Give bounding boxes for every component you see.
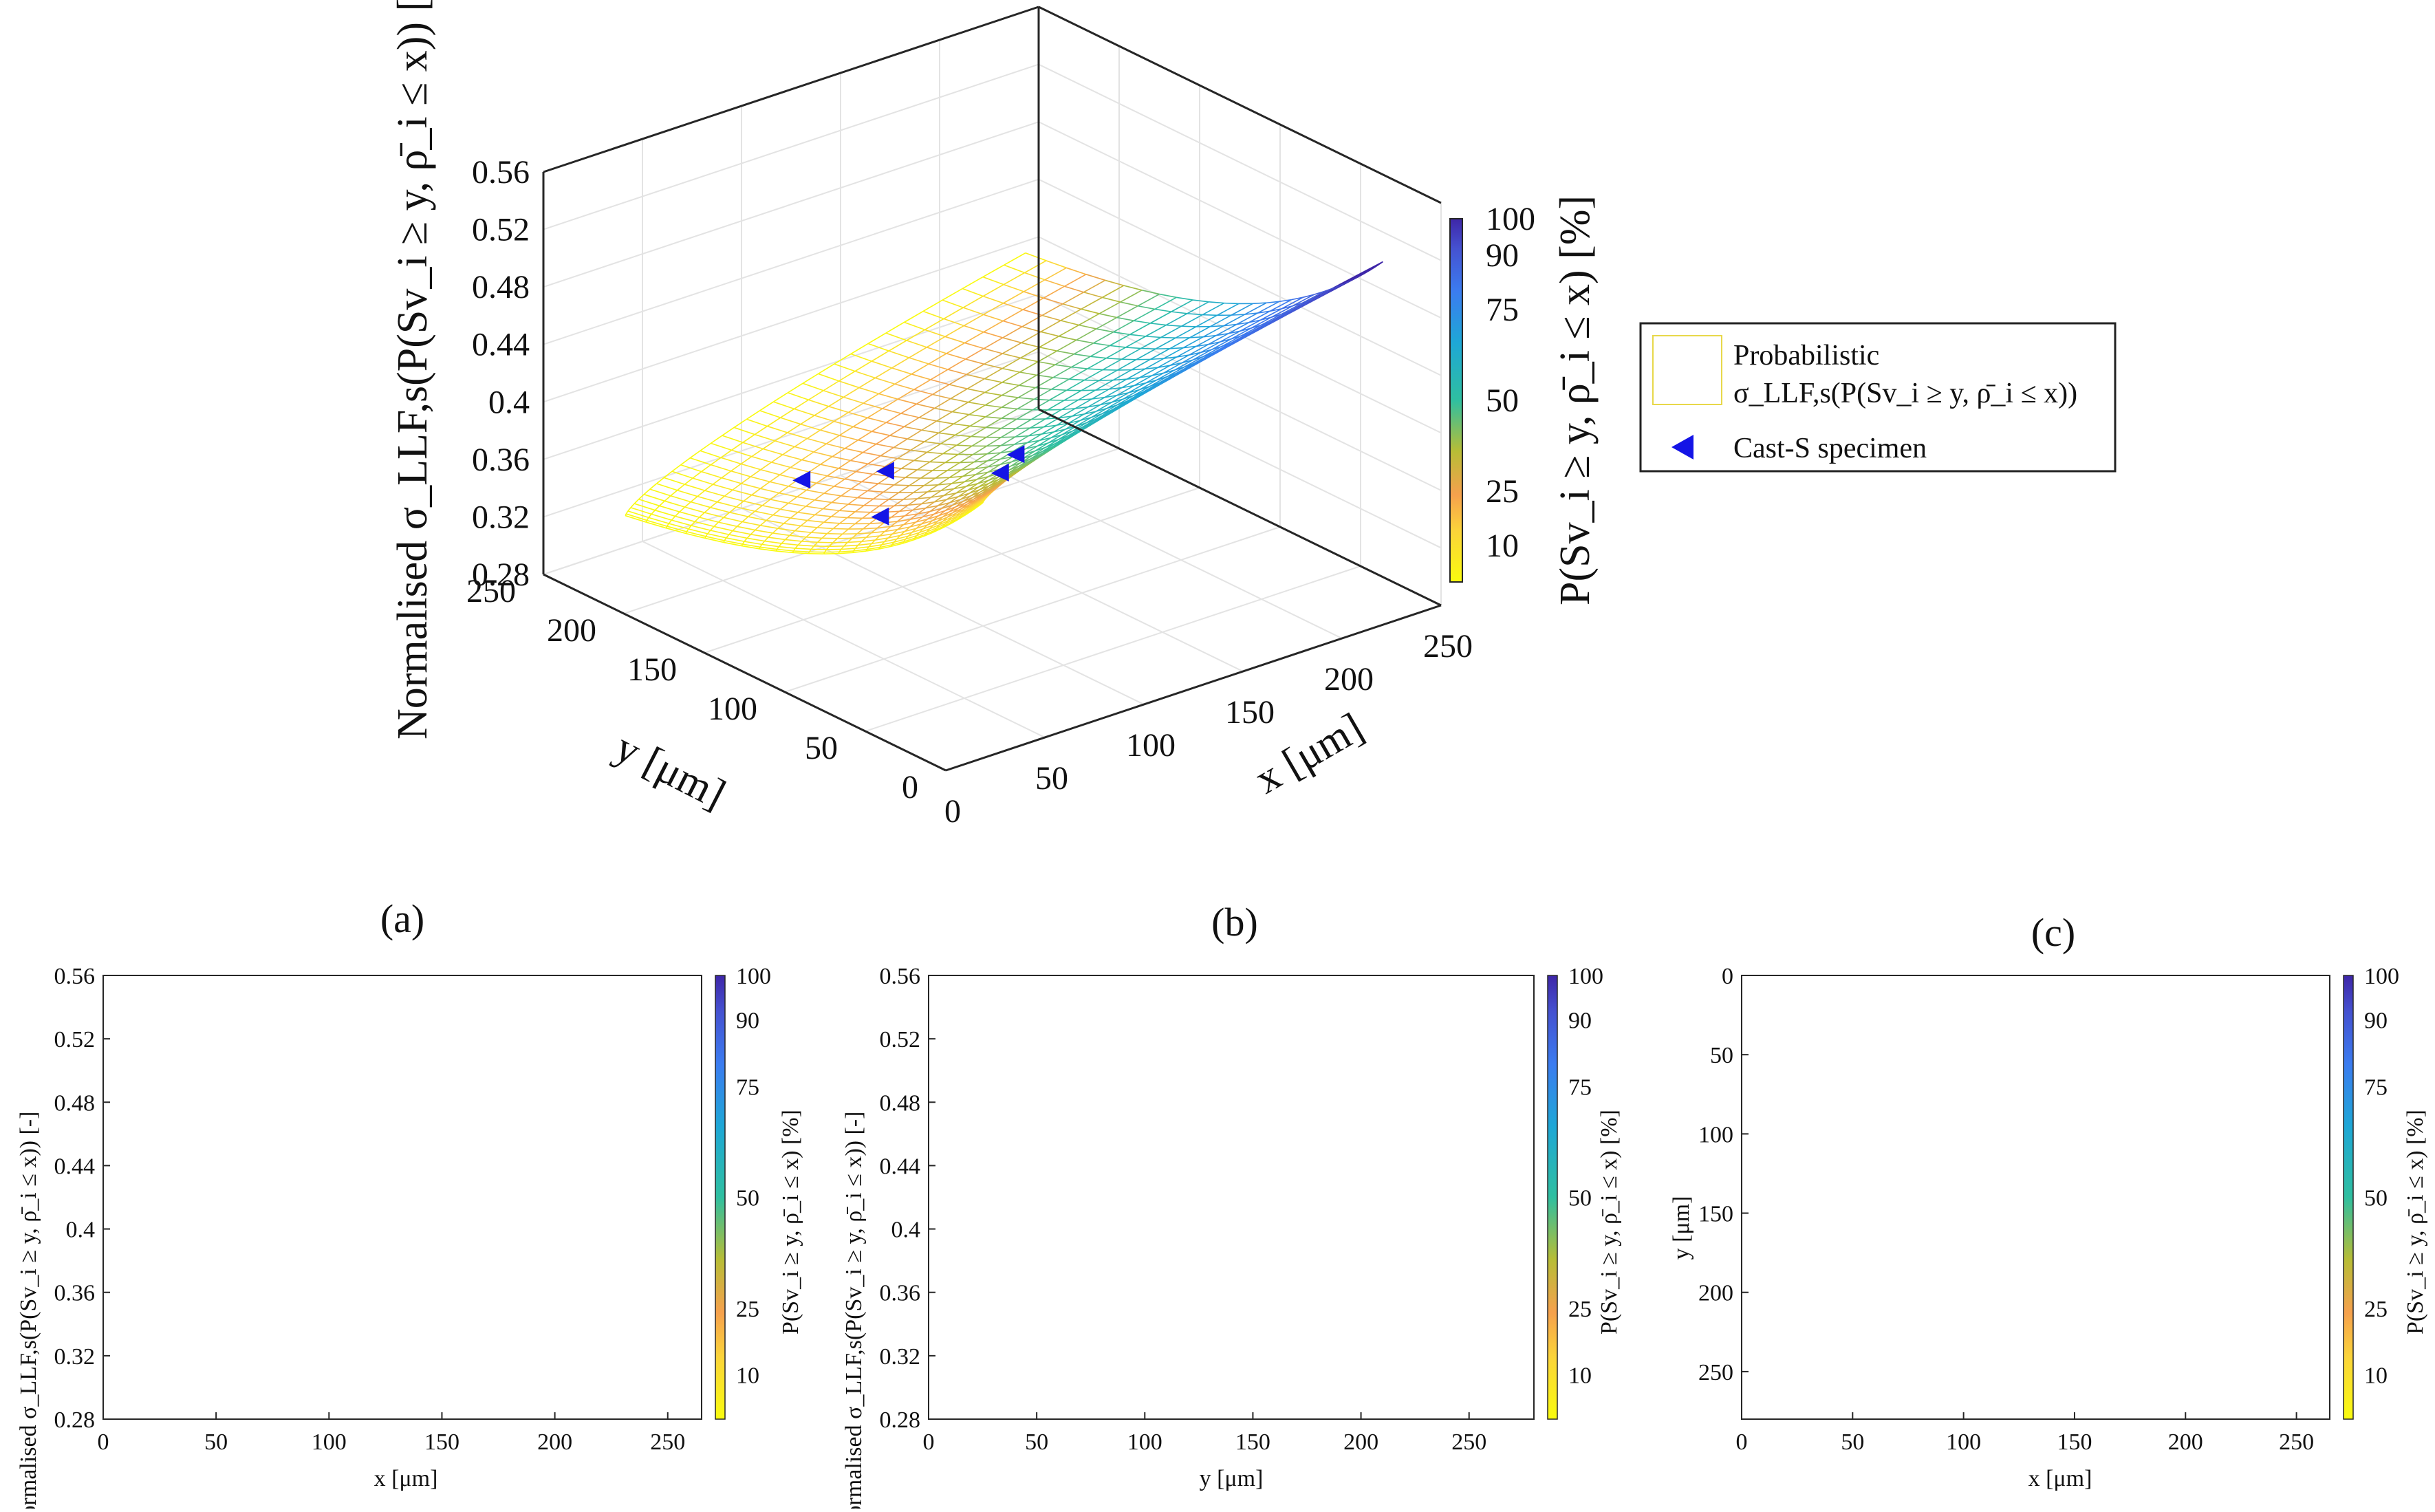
figure: 0.280.320.360.40.440.480.520.56050100150… xyxy=(0,0,2435,1509)
